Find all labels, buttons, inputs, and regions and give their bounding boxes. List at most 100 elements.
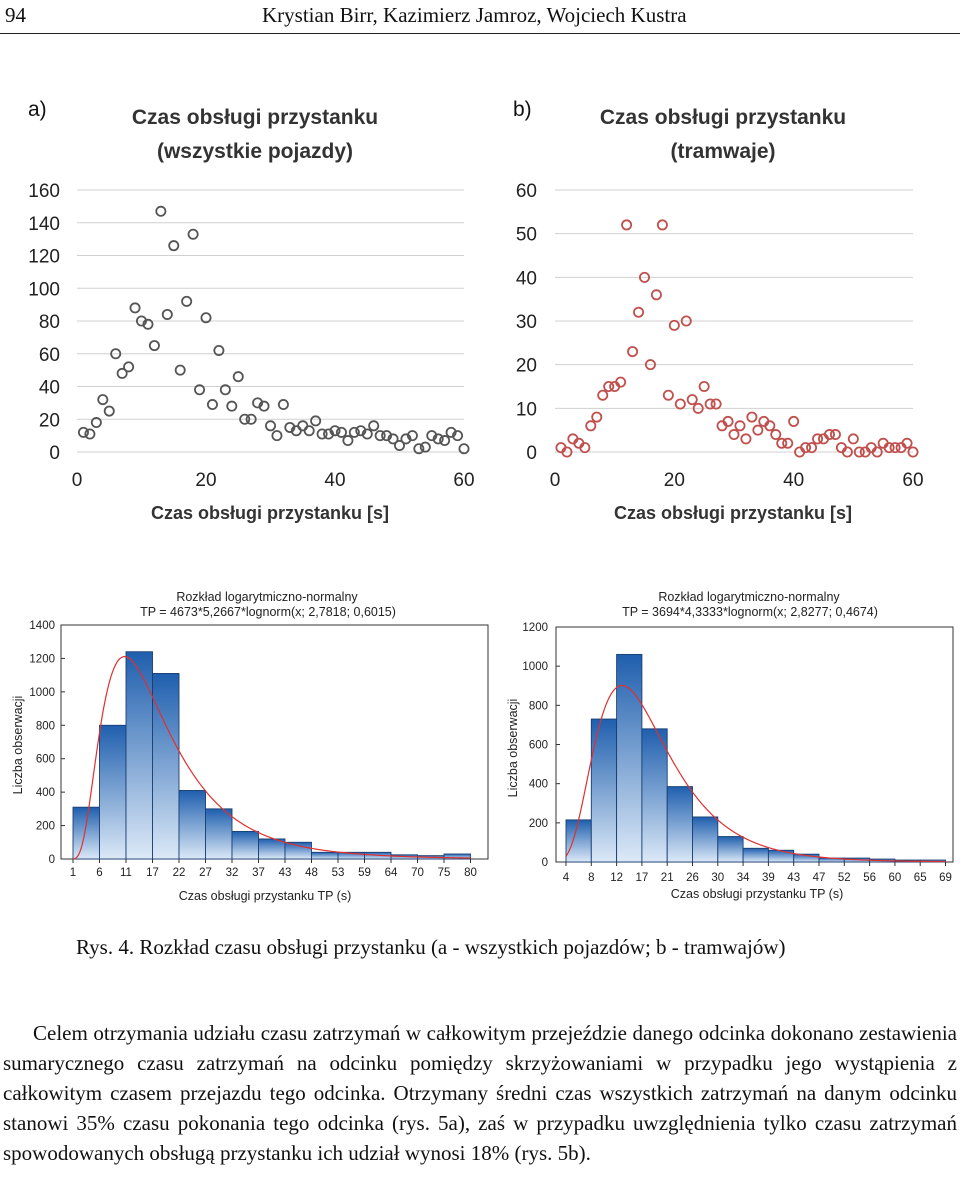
histogram-b-x-tick-label: 17 [636,872,649,884]
scatter-a-point [310,415,322,427]
histogram-a-bar [311,851,339,860]
histogram-a-y-tick-label: 400 [36,787,55,799]
scatter-a-point [103,405,115,417]
scatter-b-point [615,376,627,388]
histogram-a-x-tick-label: 59 [358,867,371,879]
scatter-b-point [734,420,746,432]
scatter-b-point [782,437,794,449]
histogram-a-bar [99,724,127,860]
histogram-b-formula: TP = 3694*4,3333*lognorm(x; 2,8277; 0,46… [622,605,878,619]
histogram-b-x-tick-label: 47 [813,872,826,884]
scatter-chart-b: b) Czas obsługi przystanku (tramwaje) 0 1… [513,98,924,523]
scatter-b-point [889,442,901,454]
scatter-b-point [585,420,597,432]
scatter-b-point [907,446,919,458]
histogram-a-y-ticks: 0 200 400 600 800 1000 1200 1400 [29,620,65,866]
histogram-a-y-tick-label: 1200 [29,653,55,665]
figure-caption: Rys. 4. Rozkład czasu obsługi przystanku… [76,935,786,959]
scatter-a-point [116,367,128,379]
scatter-b-point [650,289,662,301]
scatter-b-point [746,411,758,423]
scatter-a-point [323,428,335,440]
scatter-a-y-tick-label: 20 [39,410,60,431]
scatter-b-point [710,398,722,410]
scatter-a-x-axis-label: Czas obsługi przystanku [s] [151,503,389,523]
scatter-a-point [348,426,360,438]
histogram-b-x-ticks: 4 8 12 17 21 26 30 34 39 43 47 52 56 60 65 69 [563,862,952,884]
scatter-a-point [142,318,154,330]
histogram-a-lognormal-curve [72,655,471,860]
panel-label-a: a) [28,98,47,121]
scatter-b-point [722,415,734,427]
scatter-a-point [226,400,238,412]
scatter-a-point [245,413,257,425]
histogram-a-y-tick-label: 800 [36,720,55,732]
scatter-a-x-ticks: 0 20 40 60 [72,470,475,491]
histogram-b-x-tick-label: 21 [661,872,674,884]
scatter-b-y-ticks: 0 10 20 30 40 50 60 [516,181,537,464]
histogram-a-bar [178,790,206,860]
scatter-a-point [355,425,367,437]
histogram-b-bar [767,849,795,863]
scatter-b-x-tick-label: 0 [550,470,561,491]
scatter-b-point [764,420,776,432]
histogram-b-y-axis-label: Liczba obserwacji [506,699,520,798]
histogram-a-x-tick-label: 6 [96,867,102,879]
histogram-b-y-tick-label: 200 [529,818,548,830]
scatter-b-point [561,446,573,458]
histogram-b-x-axis-label: Czas obsługi przystanku TP (s) [671,887,844,901]
histogram-b-bar [565,819,592,863]
scatter-b-point [829,429,841,441]
scatter-a-point [439,435,451,447]
scatter-a-point [187,228,199,240]
histogram-a-bar [152,673,180,860]
body-paragraph-container: Celem otrzymania udziału czasu zatrzymań… [3,1018,957,1168]
scatter-a-point [329,425,341,437]
scatter-a-point [426,430,438,442]
scatter-b-point [644,359,656,371]
histogram-b-x-tick-label: 65 [914,872,927,884]
panel-label-b: b) [513,98,532,121]
histogram-b-y-tick-label: 1200 [522,622,548,634]
histogram-a-x-tick-label: 70 [411,867,424,879]
histogram-a-x-tick-label: 80 [464,867,477,879]
histogram-b-x-tick-label: 34 [737,872,750,884]
histogram-a-title: Rozkład logarytmiczno-normalny [176,590,358,604]
scatter-a-y-tick-label: 120 [28,247,60,268]
histogram-a-bar [231,830,259,860]
scatter-a-point [77,426,89,438]
histogram-a-x-tick-label: 11 [120,867,132,879]
scatter-b-point [847,433,859,445]
running-head-authors: Krystian Birr, Kazimierz Jamroz, Wojciec… [262,3,687,27]
histogram-b-bar [717,836,744,863]
scatter-b-point [812,433,824,445]
scatter-b-x-tick-label: 20 [664,470,685,491]
scatter-b-y-tick-label: 0 [526,443,537,464]
scatter-a-point [335,426,347,438]
histogram-b-x-tick-label: 39 [762,872,775,884]
scatter-b-point [806,442,818,454]
histogram-a-formula: TP = 4673*5,2667*lognorm(x; 2,7818; 0,60… [140,605,396,619]
histogram-a-y-tick-label: 600 [36,754,55,766]
scatter-b-point [597,389,609,401]
scatter-a-point [271,430,283,442]
scatter-a-x-tick-label: 20 [195,470,216,491]
scatter-a-point [297,420,309,432]
scatter-b-point [674,398,686,410]
scatter-a-point [284,421,296,433]
scatter-a-y-tick-label: 40 [39,378,60,399]
scatter-a-point [387,433,399,445]
scatter-b-point [698,380,710,392]
scatter-b-point [704,398,716,410]
histogram-b-y-tick-label: 1000 [522,661,548,673]
scatter-b-point [627,346,639,358]
scatter-a-point [174,364,186,376]
scatter-a-point [258,400,270,412]
scatter-a-points [77,205,470,455]
scatter-a-y-tick-label: 60 [39,345,60,366]
histogram-a-y-axis-label: Liczba obserwacji [11,696,25,795]
body-paragraph: Celem otrzymania udziału czasu zatrzymań… [3,1021,957,1165]
scatter-a-point [110,348,122,360]
scatter-a-point [206,399,218,411]
histogram-a-x-tick-label: 53 [332,867,345,879]
